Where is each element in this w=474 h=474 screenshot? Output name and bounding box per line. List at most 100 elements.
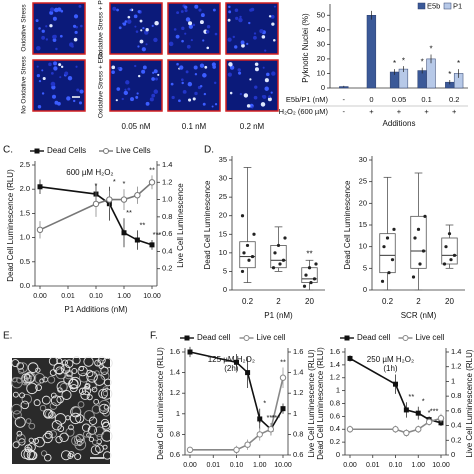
- point: [346, 426, 354, 433]
- y-tick-label: 20: [359, 198, 367, 207]
- nucleus: [137, 45, 140, 48]
- significance: **: [139, 220, 145, 229]
- x-tick-label: 0.2: [242, 297, 254, 306]
- x-tick-label: 0.01: [366, 462, 380, 469]
- x-tick-label: 1.00: [411, 462, 425, 469]
- y2-axis-title: Live Cell Luminescence (RLU): [307, 349, 316, 457]
- nucleus: [262, 66, 265, 69]
- nucleus: [188, 21, 193, 26]
- legend-label: Live cell: [257, 333, 286, 342]
- significance: *: [422, 397, 425, 406]
- y2-tick-label: 1.6: [293, 347, 303, 356]
- nucleus: [35, 19, 39, 23]
- nucleus: [176, 62, 179, 66]
- nucleus: [173, 28, 177, 31]
- cell: [98, 403, 110, 415]
- cell: [86, 394, 93, 401]
- nucleus: [268, 15, 272, 18]
- y-axis-title: Dead Cell Luminescence (RLU): [156, 347, 165, 460]
- nucleus: [260, 102, 266, 107]
- significance: *: [457, 59, 460, 68]
- nucleus: [52, 16, 57, 21]
- legend-marker: [402, 335, 409, 341]
- nucleus: [227, 72, 232, 77]
- y-axis-title: Pyknotic Nuclei (%): [301, 13, 310, 83]
- cell: [32, 437, 39, 444]
- cell: [71, 368, 78, 374]
- nucleus: [192, 23, 196, 27]
- x-tick-label: 0.00: [183, 462, 197, 469]
- treatment-label: +: [452, 107, 457, 116]
- nucleus: [52, 34, 57, 39]
- cell: [88, 436, 95, 442]
- cell: [72, 356, 81, 365]
- y-tick-label: 15: [359, 220, 367, 229]
- nucleus: [49, 10, 54, 15]
- point: [149, 242, 155, 248]
- y2-tick-label: 1.2: [162, 177, 172, 186]
- nucleus: [153, 37, 158, 43]
- nucleus: [199, 20, 204, 25]
- nucleus: [41, 69, 44, 72]
- point: [309, 280, 313, 285]
- cell: [44, 430, 53, 439]
- legend-label: P1: [453, 1, 462, 10]
- significance: *: [258, 418, 261, 427]
- nucleus: [36, 45, 41, 51]
- nucleus: [188, 24, 193, 29]
- nucleus: [55, 47, 58, 51]
- point: [387, 271, 391, 275]
- concentration-label: 0.2 nM: [240, 122, 265, 131]
- nucleus: [111, 70, 115, 74]
- x-tick-label: 0.00: [33, 293, 47, 300]
- nucleus: [192, 97, 196, 101]
- nucleus: [42, 76, 46, 81]
- cell: [65, 427, 75, 437]
- y-tick-label: 25: [359, 177, 367, 186]
- cell: [93, 398, 100, 405]
- cell: [63, 374, 74, 385]
- cell: [79, 372, 89, 383]
- point: [271, 266, 276, 270]
- point: [242, 251, 246, 255]
- annotation: (2h): [224, 364, 239, 373]
- point: [280, 406, 286, 412]
- nucleus: [38, 27, 41, 30]
- nucleus: [199, 63, 205, 68]
- nucleus: [41, 35, 46, 40]
- y-tick-label: 2.0: [20, 184, 30, 193]
- y2-tick-label: 0.6: [451, 406, 461, 415]
- nucleus: [75, 65, 78, 68]
- cell: [94, 359, 102, 367]
- point: [392, 426, 399, 433]
- nucleus: [254, 67, 259, 72]
- nucleus: [37, 105, 42, 109]
- nucleus: [53, 66, 58, 71]
- nucleus: [154, 77, 158, 81]
- cell: [82, 430, 90, 438]
- nucleus: [154, 20, 159, 26]
- cell: [27, 362, 39, 373]
- nucleus: [49, 24, 53, 28]
- cell: [69, 384, 78, 393]
- panel-label: F.: [150, 331, 158, 342]
- cell: [100, 388, 113, 400]
- point: [247, 258, 251, 262]
- y2-tick-label: 0.4: [451, 421, 461, 430]
- nucleus: [122, 22, 125, 25]
- y-tick-label: 1: [336, 386, 340, 395]
- nucleus: [267, 97, 272, 102]
- point: [442, 262, 447, 266]
- nucleus: [228, 62, 233, 67]
- cell: [47, 375, 56, 384]
- cell: [26, 382, 38, 395]
- cell: [12, 441, 20, 449]
- nucleus: [246, 104, 251, 108]
- y-tick-label: 1: [176, 409, 180, 418]
- nucleus: [36, 73, 41, 78]
- cell: [62, 359, 68, 366]
- cell: [91, 404, 101, 414]
- nucleus: [270, 91, 273, 94]
- y2-tick-label: 0.4: [162, 246, 172, 255]
- nucleus: [52, 38, 57, 42]
